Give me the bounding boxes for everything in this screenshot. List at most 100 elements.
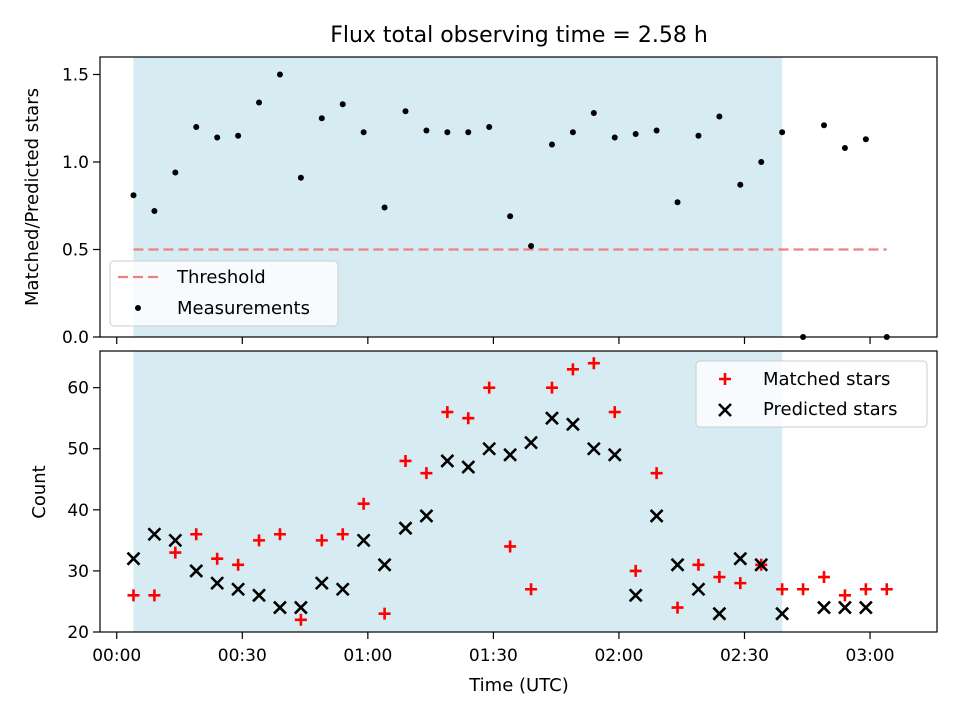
matched-star-marker <box>190 528 203 541</box>
matched-star-marker <box>127 589 140 602</box>
y-tick-label: 1.5 <box>62 66 89 86</box>
predicted-star-marker <box>733 551 748 566</box>
matched-star-marker <box>273 528 286 541</box>
matched-star-marker <box>692 558 705 571</box>
matched-star-marker <box>148 589 161 602</box>
predicted-star-marker <box>314 576 329 591</box>
measurement-point <box>318 115 325 122</box>
measurement-point <box>507 213 514 220</box>
matched-star-marker <box>545 381 558 394</box>
measurement-point <box>632 131 639 137</box>
measurement-point <box>674 199 681 206</box>
matched-star-marker <box>650 467 663 480</box>
predicted-star-marker <box>482 441 497 456</box>
predicted-star-marker <box>189 563 204 578</box>
predicted-star-marker <box>126 551 141 566</box>
measurement-point <box>193 124 200 130</box>
y-tick-label: 1.0 <box>62 153 89 173</box>
predicted-star-marker <box>168 533 183 548</box>
observing-interval-shade <box>133 351 783 632</box>
measurement-point <box>821 122 828 129</box>
matched-star-marker <box>399 454 412 467</box>
bottom-legend: Matched stars Predicted stars <box>695 360 928 428</box>
measurement-point <box>862 136 869 143</box>
matched-star-marker <box>357 497 370 510</box>
ratio-panel: 0.0 0.5 1.0 1.5 Threshold Measurements <box>62 56 938 348</box>
legend-box <box>695 360 928 428</box>
measurement-point <box>256 99 263 106</box>
x-tick-label: 02:30 <box>720 646 769 666</box>
matched-star-marker <box>587 357 600 370</box>
legend-predicted-label: Predicted stars <box>763 399 897 420</box>
predicted-star-marker <box>419 509 434 523</box>
x-tick-label: 01:30 <box>469 646 518 666</box>
matched-star-marker <box>441 406 454 419</box>
y-tick-label: 30 <box>67 562 89 582</box>
measurement-point <box>590 110 597 116</box>
matched-star-marker <box>629 564 642 577</box>
predicted-star-marker <box>503 447 518 462</box>
measurement-point <box>423 127 430 134</box>
predicted-star-marker <box>628 588 643 603</box>
x-tick-label: 00:00 <box>92 646 141 666</box>
predicted-star-marker <box>565 417 580 432</box>
predicted-star-marker <box>858 600 873 615</box>
predicted-star-marker <box>712 606 727 621</box>
y-tick-label: 0.5 <box>62 241 89 261</box>
matched-star-marker <box>838 589 851 602</box>
measurement-point <box>528 243 535 249</box>
measurement-point <box>214 134 221 141</box>
x-tick-label: 01:00 <box>343 646 392 666</box>
measurement-point <box>758 159 765 165</box>
axes-frame <box>99 350 938 633</box>
measurement-point <box>444 129 451 136</box>
bottom-ylabel: Count <box>29 465 50 518</box>
y-tick-label: 40 <box>67 501 89 521</box>
measurement-point <box>235 132 242 139</box>
predicted-star-marker <box>252 588 266 603</box>
matched-star-marker <box>483 381 496 394</box>
legend-box <box>109 260 339 327</box>
axes-frame <box>99 56 938 338</box>
matched-star-marker <box>671 601 684 614</box>
predicted-star-marker <box>440 454 455 468</box>
predicted-star-marker <box>817 600 831 615</box>
legend-measurement-label: Measurements <box>177 298 310 319</box>
measurement-point <box>297 174 304 181</box>
matched-star-marker <box>776 583 789 596</box>
matched-star-marker <box>232 558 245 571</box>
matched-star-marker <box>566 363 579 376</box>
matched-star-marker <box>462 412 475 425</box>
matched-star-marker <box>525 583 538 596</box>
predicted-star-marker <box>147 527 162 542</box>
measurement-point <box>653 127 660 134</box>
legend-matched-label: Matched stars <box>763 369 890 390</box>
matched-star-marker <box>169 546 182 559</box>
x-tick-label: 00:30 <box>218 646 267 666</box>
y-tick-label: 60 <box>67 379 89 399</box>
matched-star-marker <box>818 571 831 584</box>
matched-star-marker <box>713 571 726 584</box>
matched-star-marker <box>336 528 349 541</box>
matched-star-marker <box>253 534 266 547</box>
top-legend: Threshold Measurements <box>109 260 339 327</box>
matched-star-marker <box>211 552 224 565</box>
predicted-star-marker <box>775 606 790 621</box>
measurement-point <box>151 208 158 214</box>
measurement-point <box>172 169 179 176</box>
matched-star-marker <box>608 406 621 419</box>
measurement-point <box>276 71 283 78</box>
predicted-star-marker <box>607 447 622 462</box>
y-tick-label: 50 <box>67 440 89 460</box>
matched-star-marker <box>378 607 391 620</box>
predicted-star-marker <box>649 509 664 523</box>
predicted-star-marker <box>670 557 685 572</box>
measurement-point <box>465 129 472 136</box>
measurement-point <box>130 192 137 199</box>
measurement-point <box>737 181 744 188</box>
predicted-star-marker <box>545 411 559 426</box>
matched-star-marker <box>734 577 747 590</box>
predicted-star-marker <box>754 557 769 572</box>
predicted-star-marker <box>524 435 538 450</box>
